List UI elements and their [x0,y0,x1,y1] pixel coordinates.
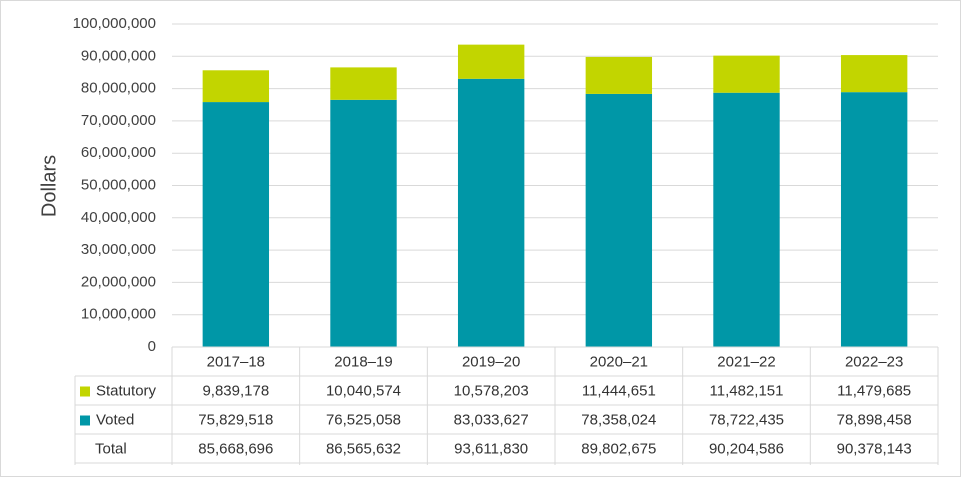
bar-voted-2019–20 [457,78,525,347]
data-label: 78,358,024 [581,411,656,428]
bar-statutory-2021–22 [713,55,780,93]
data-label: 89,802,675 [581,440,656,457]
x-tick-label: 2021–22 [717,353,775,370]
data-label: 10,578,203 [454,382,529,399]
gridlines [172,23,938,316]
data-label: 9,839,178 [202,382,269,399]
row-label-statutory: Statutory [96,382,157,399]
y-tick-label: 100,000,000 [73,15,156,32]
x-tick-label: 2018–19 [334,353,392,370]
y-axis-ticks: 0 10,000,000 20,000,000 30,000,000 40,000,00… [73,15,156,355]
data-label: 10,040,574 [326,382,401,399]
bar-statutory-2017–18 [202,70,270,103]
data-label: 86,565,632 [326,440,401,457]
data-label: 93,611,830 [454,440,528,457]
y-tick-label: 30,000,000 [81,241,156,258]
x-tick-label: 2022–23 [845,353,903,370]
data-label: 83,033,627 [454,411,529,428]
data-label: 85,668,696 [198,440,273,457]
x-tick-label: 2019–20 [462,353,520,370]
bar-voted-2021–22 [713,92,780,347]
y-tick-label: 0 [148,338,156,355]
y-tick-label: 50,000,000 [81,176,156,193]
bar-voted-2017–18 [202,102,270,348]
bar-statutory-2020–21 [585,56,653,94]
data-label: 78,898,458 [837,411,912,428]
y-tick-label: 70,000,000 [81,112,156,129]
legend-swatch-statutory [80,386,90,397]
y-axis-label: Dollars [38,155,60,217]
bar-statutory-2022–23 [840,55,908,93]
data-label: 11,479,685 [837,382,911,399]
y-tick-label: 10,000,000 [81,306,156,323]
data-table: 2017–18 2018–19 2019–20 2020–21 2021–22 2022–… [74,346,939,465]
bar-statutory-2018–19 [330,67,397,100]
bars [202,44,908,348]
bar-voted-2022–23 [840,92,908,347]
data-label: 75,829,518 [198,411,273,428]
y-tick-label: 20,000,000 [81,273,156,290]
y-tick-label: 90,000,000 [81,47,156,64]
row-label-total: Total [95,440,127,457]
x-tick-label: 2017–18 [207,353,265,370]
data-label: 76,525,058 [326,411,401,428]
y-tick-label: 60,000,000 [81,144,156,161]
bar-voted-2018–19 [330,99,397,347]
data-label: 90,378,143 [837,440,912,457]
y-tick-label: 80,000,000 [81,80,156,97]
data-label: 90,204,586 [709,440,784,457]
data-label: 11,482,151 [710,382,784,399]
legend-swatch-voted [80,415,90,426]
bar-voted-2020–21 [585,93,653,347]
row-label-voted: Voted [96,411,134,428]
data-label: 78,722,435 [709,411,784,428]
bar-statutory-2019–20 [457,44,525,79]
x-tick-label: 2020–21 [590,353,648,370]
y-tick-label: 40,000,000 [81,209,156,226]
data-label: 11,444,651 [582,382,656,399]
